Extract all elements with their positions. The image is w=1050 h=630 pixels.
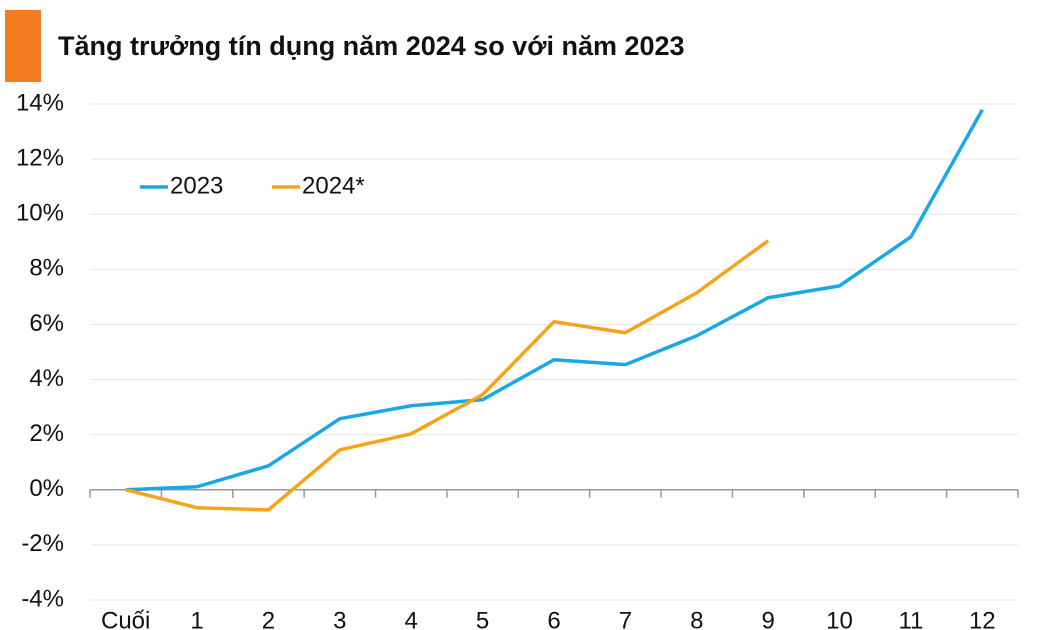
y-tick-label: 0% bbox=[29, 475, 64, 502]
y-tick-label: 12% bbox=[16, 144, 64, 171]
x-tick-label: 7 bbox=[619, 607, 632, 630]
legend-label: 2023 bbox=[170, 172, 223, 199]
title-marker bbox=[5, 10, 41, 82]
x-tick-label: 8 bbox=[690, 607, 703, 630]
x-tick-label: 6 bbox=[547, 607, 560, 630]
chart-title: Tăng trưởng tín dụng năm 2024 so với năm… bbox=[58, 31, 685, 61]
y-tick-label: 4% bbox=[29, 365, 64, 392]
series-line bbox=[125, 239, 770, 512]
y-tick-label: 10% bbox=[16, 200, 64, 227]
y-tick-label: 14% bbox=[16, 89, 64, 116]
y-tick-label: -4% bbox=[21, 585, 64, 612]
x-tick-label: 2 bbox=[262, 607, 275, 630]
x-tick-label: 12 bbox=[969, 607, 996, 630]
x-tick-label: 4 bbox=[405, 607, 418, 630]
x-tick-label: 11 bbox=[898, 607, 923, 630]
x-tick-label: 3 bbox=[333, 607, 346, 630]
y-tick-label: 2% bbox=[29, 420, 64, 447]
y-tick-label: -2% bbox=[21, 530, 64, 557]
x-tick-label: 1 bbox=[190, 607, 203, 630]
series-line bbox=[125, 108, 984, 492]
y-tick-label: 8% bbox=[29, 255, 64, 282]
x-tick-label: 5 bbox=[476, 607, 489, 630]
x-tick-label: Cuối bbox=[101, 607, 150, 630]
x-tick-label: 9 bbox=[761, 607, 774, 630]
x-tick-label: 10 bbox=[826, 607, 853, 630]
y-tick-label: 6% bbox=[29, 310, 64, 337]
legend-label: 2024* bbox=[302, 172, 365, 199]
